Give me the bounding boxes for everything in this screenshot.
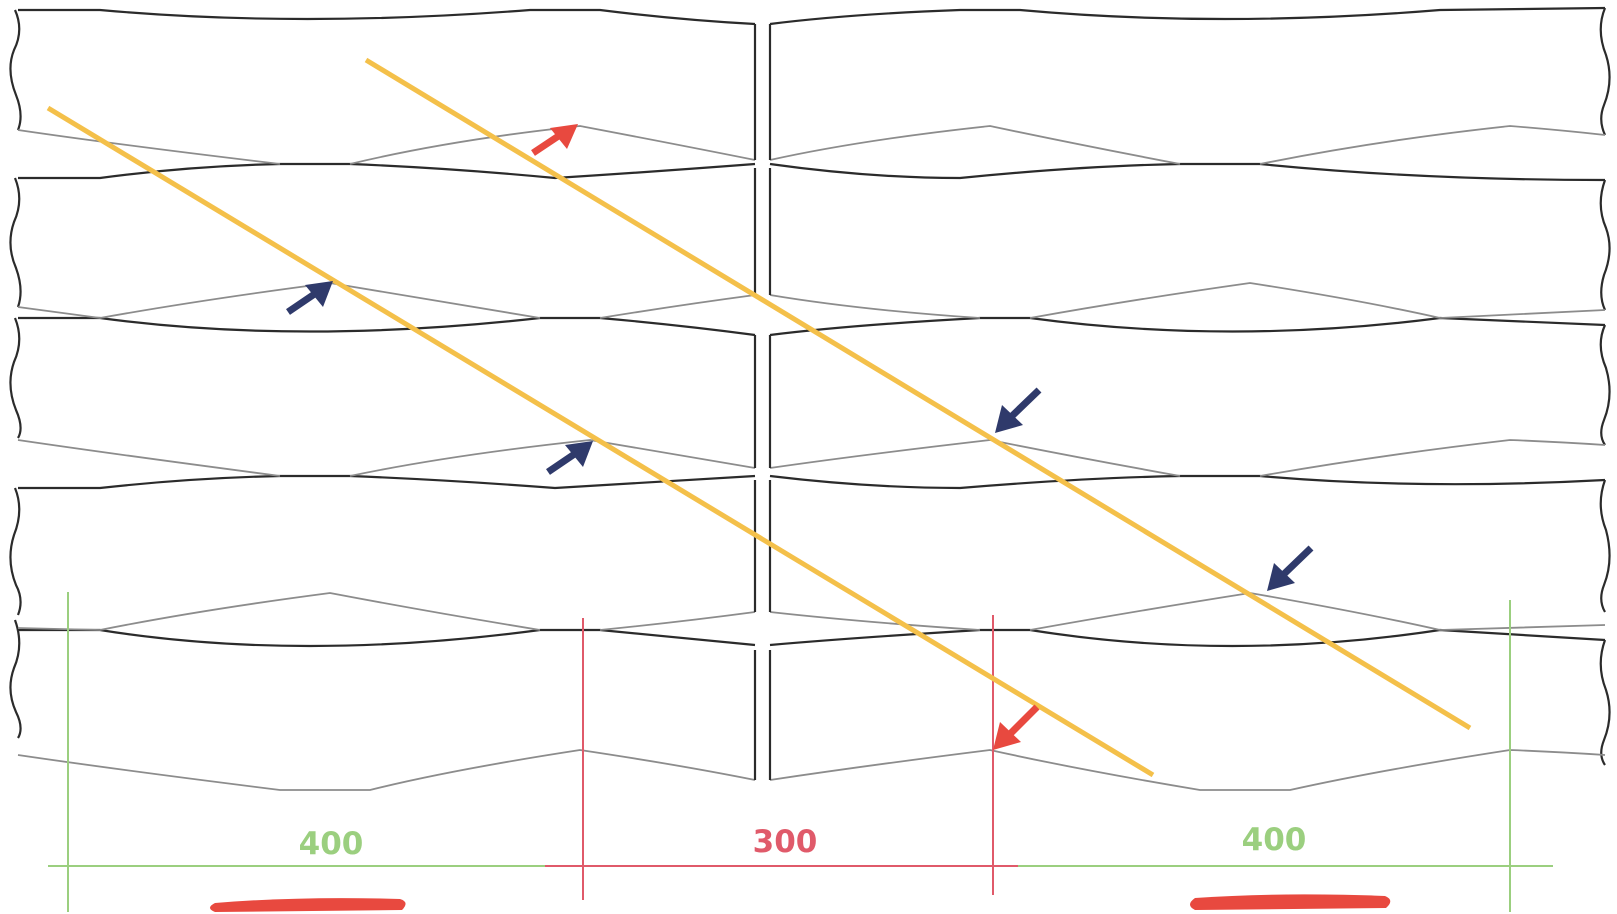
diagonal-line-lower — [46, 105, 1155, 778]
dimension-lines — [48, 592, 1553, 912]
row4-top-right — [769, 474, 1606, 490]
row4-inner-right — [769, 592, 1606, 631]
underline-left — [210, 898, 406, 912]
row5-top-left — [18, 628, 756, 648]
brick-rows — [17, 6, 1606, 791]
dimension-label-right: 400 — [1242, 822, 1307, 858]
dimension-labels: 400 300 400 — [299, 822, 1307, 862]
row2-top-right — [769, 162, 1606, 182]
underlines — [210, 894, 1391, 912]
red-arrow-up — [531, 124, 578, 156]
diagonal-lines — [46, 57, 1472, 778]
row1-top-left — [18, 8, 756, 26]
row3-inner-left — [17, 439, 756, 477]
row5-top-right — [769, 628, 1606, 648]
outer-boundaries — [9, 7, 1611, 766]
row2-top-left — [18, 162, 756, 180]
row3-top-left — [18, 316, 756, 337]
diagonal-line-upper — [364, 57, 1472, 731]
red-arrows — [531, 124, 1040, 750]
dimension-label-middle: 300 — [753, 824, 818, 860]
blue-arrows — [286, 281, 1314, 591]
row1-top-right — [769, 6, 1606, 26]
row4-top-left — [18, 474, 756, 490]
red-arrow-down — [993, 704, 1040, 750]
right-wavy-edge — [1599, 7, 1611, 766]
dimension-label-left: 400 — [299, 826, 364, 862]
row4-inner-left — [17, 592, 756, 631]
blue-arrow-3 — [995, 387, 1042, 433]
underline-right — [1190, 894, 1391, 910]
left-wavy-edge — [9, 9, 22, 739]
row5-inner-right — [769, 749, 1606, 791]
row5-inner-left — [17, 749, 756, 791]
blue-arrow-4 — [1267, 545, 1314, 591]
row3-inner-right — [769, 439, 1606, 477]
row1-inner-right — [769, 125, 1606, 165]
row2-inner-right — [769, 282, 1606, 319]
blue-arrow-1 — [286, 281, 333, 315]
row3-top-right — [769, 316, 1606, 337]
row1-inner-left — [17, 125, 756, 165]
blue-arrow-2 — [546, 441, 593, 475]
